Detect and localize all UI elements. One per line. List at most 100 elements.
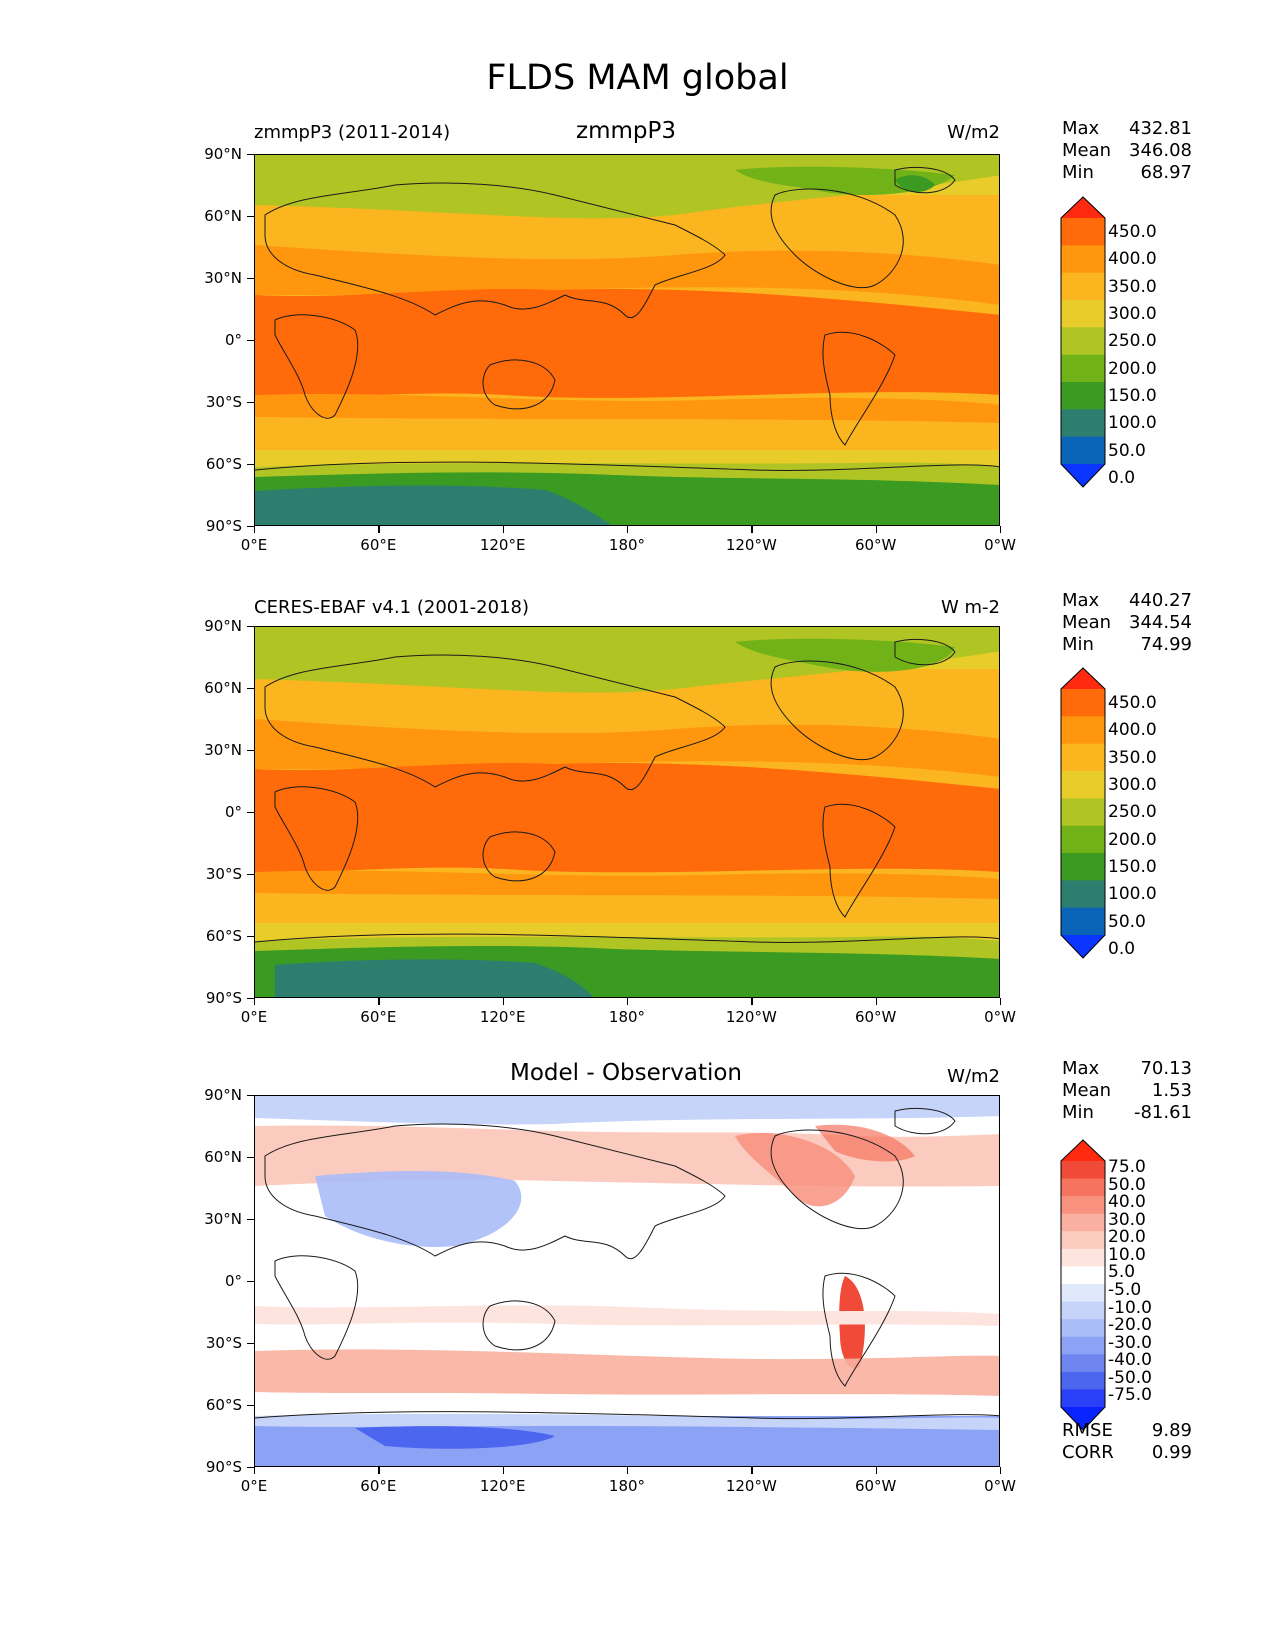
lat-tick-label: 90°N bbox=[204, 617, 242, 635]
lon-tick-label: 0°E bbox=[240, 1477, 268, 1495]
lat-tick-label: 30°N bbox=[204, 741, 242, 759]
colorbar-segment bbox=[1061, 798, 1105, 827]
colorbar-segment bbox=[1061, 1213, 1105, 1232]
lat-tick-mark bbox=[247, 936, 254, 938]
colorbar bbox=[1060, 667, 1106, 959]
lon-tick-label: 120°W bbox=[725, 536, 777, 554]
lon-tick-label: 180° bbox=[608, 1008, 646, 1026]
lat-tick-mark bbox=[247, 998, 254, 1000]
lat-tick-mark bbox=[247, 750, 254, 752]
lat-tick-label: 60°S bbox=[205, 1396, 242, 1414]
lon-tick-label: 180° bbox=[608, 1477, 646, 1495]
colorbar-tick-label: 450.0 bbox=[1108, 222, 1157, 242]
stat-value: 68.97 bbox=[1140, 162, 1192, 183]
colorbar-tick-label: 30.0 bbox=[1108, 1209, 1146, 1230]
colorbar-tick-label: 5.0 bbox=[1108, 1262, 1136, 1283]
colorbar-outline bbox=[1060, 667, 1106, 959]
stats-block: Max 440.27 Mean 344.54 Min 74.99 bbox=[1062, 590, 1192, 656]
lat-tick-label: 60°N bbox=[204, 679, 242, 697]
lon-tick-label: 60°E bbox=[360, 1477, 397, 1495]
colorbar-segment bbox=[1061, 1284, 1105, 1303]
lat-tick-label: 30°S bbox=[205, 865, 242, 883]
panel-center-label: zmmpP3 bbox=[576, 118, 676, 144]
colorbar-tick-label: 50.0 bbox=[1108, 1174, 1146, 1195]
colorbar-segment bbox=[1061, 1354, 1105, 1373]
colorbar-tick-label: 150.0 bbox=[1108, 386, 1157, 406]
lat-tick-label: 90°N bbox=[204, 145, 242, 163]
lon-tick-label: 0°E bbox=[240, 1008, 268, 1026]
lat-tick-label: 60°S bbox=[205, 927, 242, 945]
lat-tick-mark bbox=[247, 874, 254, 876]
colorbar-tick-label: -40.0 bbox=[1108, 1350, 1152, 1371]
stat-row: Mean 346.08 bbox=[1062, 140, 1192, 162]
lon-tick-mark bbox=[627, 526, 629, 533]
lat-tick-label: 30°N bbox=[204, 269, 242, 287]
lon-tick-mark bbox=[751, 526, 753, 533]
lat-tick-mark bbox=[247, 526, 254, 528]
lat-tick-label: 0° bbox=[224, 331, 242, 349]
stat-name: Max bbox=[1062, 590, 1100, 611]
colorbar-tick-label: -5.0 bbox=[1108, 1280, 1142, 1300]
lon-tick-mark bbox=[627, 1467, 629, 1474]
stat-value: 346.08 bbox=[1129, 140, 1192, 161]
lat-tick-mark bbox=[247, 340, 254, 342]
lon-tick-label: 180° bbox=[608, 536, 646, 554]
colorbar-tick-label: -10.0 bbox=[1108, 1297, 1152, 1318]
colorbar-segment bbox=[1061, 1248, 1105, 1267]
colorbar-segment bbox=[1061, 1389, 1105, 1408]
lon-tick-label: 0°E bbox=[240, 536, 268, 554]
colorbar-segment bbox=[1061, 1178, 1105, 1197]
colorbar-segment bbox=[1061, 689, 1105, 717]
colorbar-tick-label: 0.0 bbox=[1108, 939, 1136, 959]
lat-tick-label: 0° bbox=[224, 803, 242, 821]
lon-tick-label: 120°W bbox=[725, 1008, 777, 1026]
stat-name: Min bbox=[1062, 162, 1094, 183]
colorbar-tick-label: -75.0 bbox=[1108, 1385, 1152, 1406]
lat-tick-label: 90°S bbox=[205, 1458, 242, 1476]
stat-value: 344.54 bbox=[1129, 612, 1192, 633]
colorbar-segment bbox=[1061, 382, 1105, 410]
stat-name: Max bbox=[1062, 1058, 1100, 1079]
lon-tick-mark bbox=[502, 1467, 504, 1474]
lat-tick-mark bbox=[247, 1405, 254, 1407]
stat-value: 0.99 bbox=[1151, 1442, 1192, 1463]
colorbar-segment bbox=[1061, 354, 1105, 383]
lat-tick-label: 60°S bbox=[205, 455, 242, 473]
lon-tick-label: 60°W bbox=[854, 1477, 897, 1495]
stat-row: Max 432.81 bbox=[1062, 118, 1192, 140]
colorbar-tick-label: 50.0 bbox=[1108, 440, 1146, 461]
colorbar-extend-min bbox=[1061, 464, 1105, 487]
lon-tick-mark bbox=[627, 998, 629, 1005]
colorbar-segment bbox=[1061, 825, 1105, 854]
units-label: W m-2 bbox=[940, 597, 1000, 618]
lat-tick-mark bbox=[247, 1219, 254, 1221]
colorbar-tick-label: 100.0 bbox=[1108, 413, 1157, 434]
lon-tick-mark bbox=[875, 526, 877, 533]
colorbar-tick-label: 40.0 bbox=[1108, 1192, 1146, 1213]
lon-tick-mark bbox=[254, 998, 256, 1005]
lat-tick-label: 60°N bbox=[204, 207, 242, 225]
lon-tick-mark bbox=[254, 526, 256, 533]
lon-tick-label: 120°E bbox=[479, 1008, 526, 1026]
colorbar-segment bbox=[1061, 1301, 1105, 1320]
lat-tick-label: 30°S bbox=[205, 393, 242, 411]
map-difference bbox=[254, 1095, 1000, 1467]
lat-tick-label: 30°S bbox=[205, 1334, 242, 1352]
map-model bbox=[254, 154, 1000, 526]
colorbar-tick-label: 10.0 bbox=[1108, 1244, 1146, 1265]
colorbar-segment bbox=[1061, 300, 1105, 328]
lon-tick-label: 0°W bbox=[984, 536, 1016, 554]
panel-observation: CERES-EBAF v4.1 (2001-2018) W m-2 bbox=[0, 0, 1275, 998]
stats-block: Max 70.13 Mean 1.53 Min -81.61 bbox=[1062, 1058, 1192, 1124]
colorbar-extend-min bbox=[1061, 935, 1105, 958]
colorbar-extend-max bbox=[1061, 668, 1105, 689]
colorbar-segment bbox=[1061, 1196, 1105, 1215]
panel-left-label: zmmpP3 (2011-2014) bbox=[254, 122, 451, 143]
panel-left-label: CERES-EBAF v4.1 (2001-2018) bbox=[254, 597, 530, 618]
colorbar-segment bbox=[1061, 436, 1105, 465]
map-observation bbox=[254, 626, 1000, 998]
lat-tick-mark bbox=[247, 216, 254, 218]
lat-tick-mark bbox=[247, 154, 254, 156]
lon-tick-mark bbox=[875, 1467, 877, 1474]
lat-tick-mark bbox=[247, 626, 254, 628]
